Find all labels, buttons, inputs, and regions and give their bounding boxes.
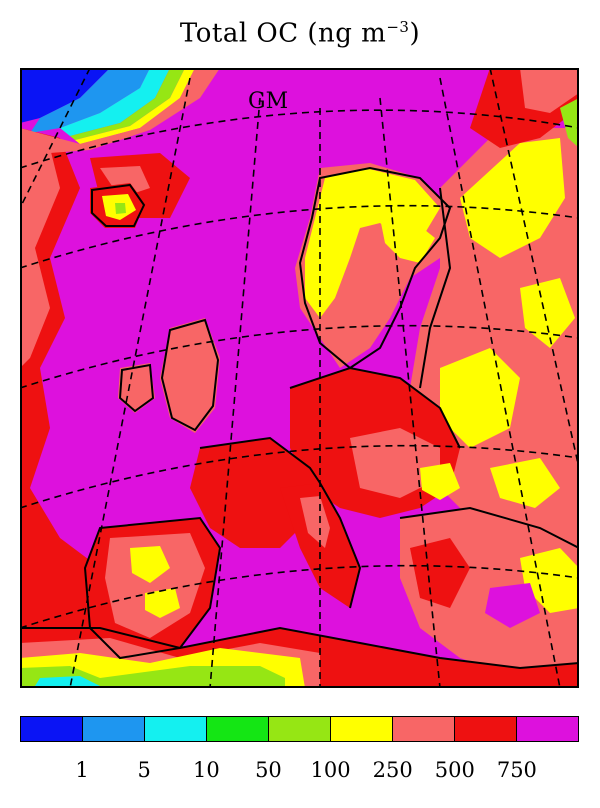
iberia-yellow bbox=[130, 546, 170, 583]
contour-west-atlantic-salmon bbox=[20, 138, 60, 368]
greenland-lightblue bbox=[30, 68, 150, 133]
iceland-green bbox=[115, 203, 126, 214]
east-yellow-central bbox=[440, 348, 520, 448]
greenland-yellow bbox=[75, 68, 195, 144]
colorbar-swatch-8 bbox=[517, 717, 578, 741]
colorbar-tick-label: 500 bbox=[434, 758, 475, 782]
concentration-map: GM bbox=[20, 68, 579, 688]
colorbar-swatch-0 bbox=[21, 717, 83, 741]
map-label-gm: GM bbox=[248, 89, 288, 114]
colorbar-swatch-1 bbox=[83, 717, 145, 741]
colorbar-tick-label: 100 bbox=[310, 758, 351, 782]
balkans-red bbox=[410, 538, 470, 608]
coastlines bbox=[20, 166, 579, 670]
title-exponent: −3 bbox=[386, 18, 410, 36]
iberia-salmon bbox=[105, 533, 205, 638]
turkey-magenta bbox=[485, 583, 540, 628]
east-yellow-north bbox=[460, 138, 565, 258]
colorbar-tick-label: 5 bbox=[137, 758, 151, 782]
graticule bbox=[20, 68, 579, 688]
colorbar-swatch-3 bbox=[207, 717, 269, 741]
greenland-blue bbox=[20, 68, 110, 123]
map-frame bbox=[20, 68, 579, 688]
central-europe-salmon bbox=[350, 428, 440, 498]
colorbar-swatch-4 bbox=[269, 717, 331, 741]
colorbar-swatch-5 bbox=[331, 717, 393, 741]
greenland-salmon bbox=[20, 68, 220, 153]
colorbar-swatch-2 bbox=[145, 717, 207, 741]
colorbar-tick-label: 50 bbox=[255, 758, 282, 782]
colorbar-tick-label: 10 bbox=[192, 758, 220, 782]
greenland-cyan bbox=[60, 68, 170, 136]
east-yellow-small bbox=[520, 278, 575, 348]
france-red bbox=[190, 438, 310, 548]
map-canvas: GM bbox=[20, 68, 579, 688]
east-yellow-patch bbox=[490, 458, 560, 508]
figure-title: Total OC (ng m−3) bbox=[0, 18, 600, 49]
colorbar-swatch-6 bbox=[393, 717, 455, 741]
africa-cyan bbox=[35, 676, 100, 688]
contour-atlantic-patch-2 bbox=[100, 166, 150, 198]
colorbar bbox=[20, 716, 579, 742]
turkey-yellow bbox=[520, 548, 579, 613]
title-text: Total OC (ng m bbox=[179, 18, 387, 49]
greenland-green bbox=[70, 68, 185, 140]
colorbar-tick-label: 1 bbox=[75, 758, 89, 782]
colorbar-swatch-7 bbox=[455, 717, 517, 741]
title-close: ) bbox=[409, 18, 421, 49]
north-green-edge bbox=[560, 98, 579, 148]
italy-salmon bbox=[300, 496, 330, 548]
iberia-yellow-2 bbox=[145, 588, 180, 618]
finland-yellow bbox=[380, 218, 435, 263]
hungary-yellow bbox=[420, 463, 460, 500]
colorbar-tick-label: 250 bbox=[372, 758, 413, 782]
colorbar-ticks: 1 5 10 50 100 250 500 750 bbox=[20, 758, 579, 788]
colorbar-tick-label: 750 bbox=[496, 758, 537, 782]
scandinavia-yellow bbox=[305, 168, 440, 318]
uk-salmon bbox=[160, 318, 220, 433]
north-salmon-strip bbox=[520, 68, 579, 113]
